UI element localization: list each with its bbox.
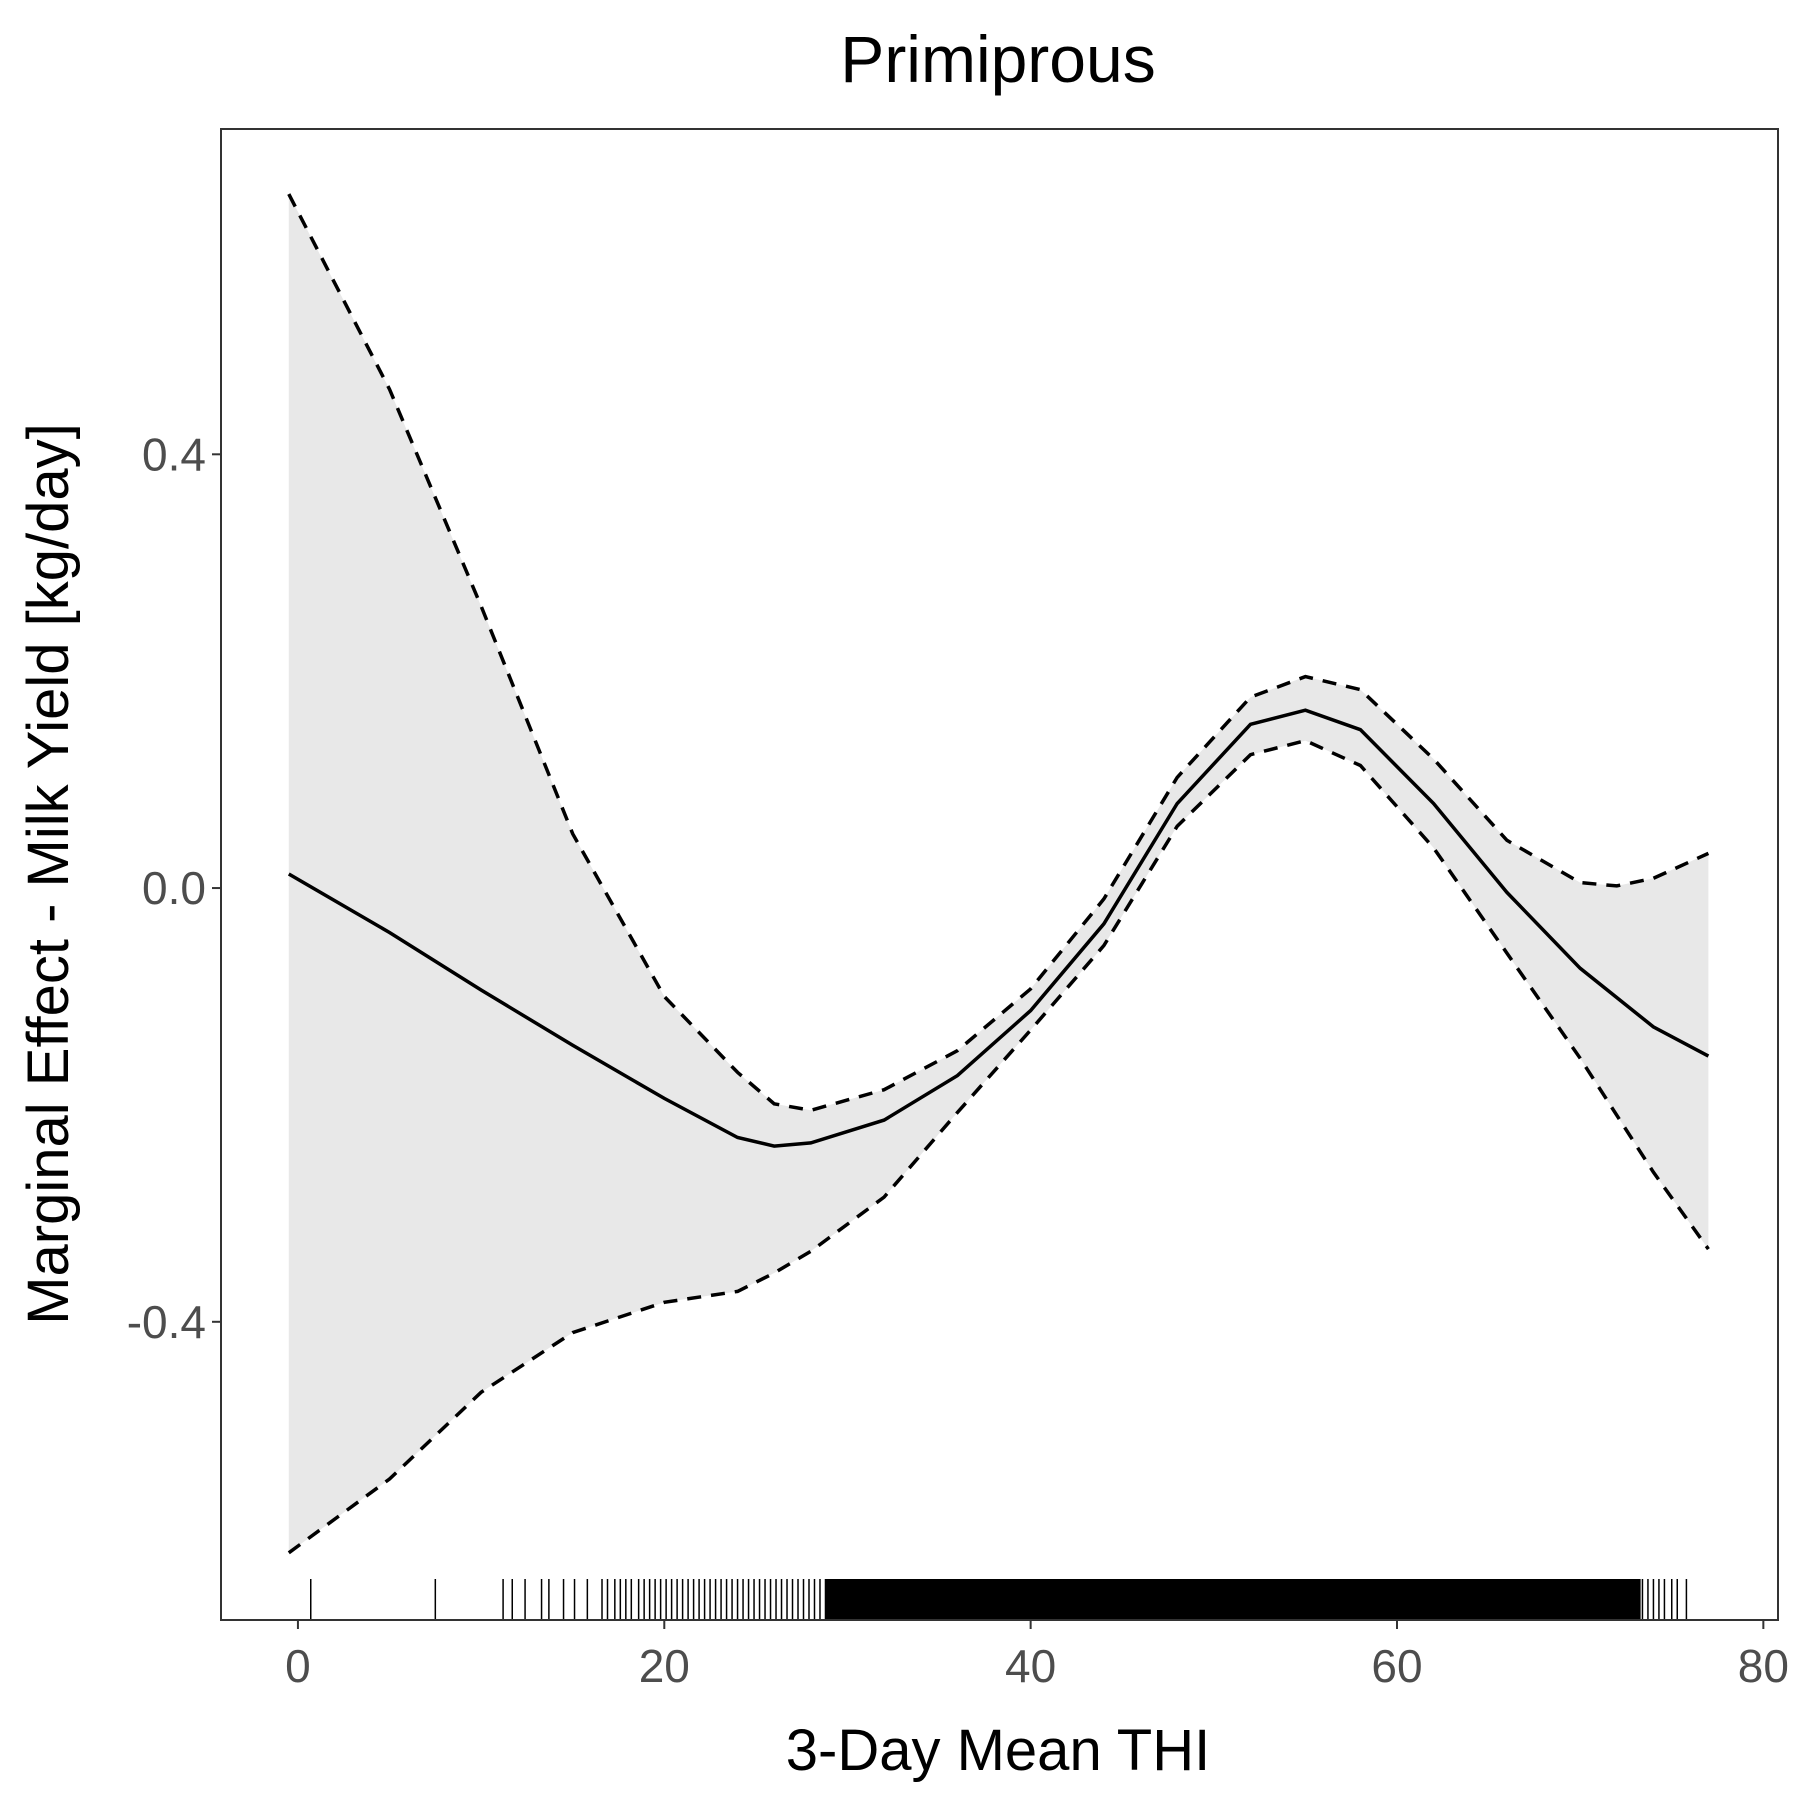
y-tick-label: -0.4 (127, 1296, 206, 1348)
upper-bound-line (287, 193, 1710, 1113)
rug-dense-block (825, 1579, 1641, 1620)
y-tick-label: 0.0 (142, 862, 206, 914)
y-tick-label: 0.4 (142, 428, 206, 480)
x-axis-title: 3-Day Mean THI (786, 1718, 1210, 1783)
x-tick-label: 20 (639, 1640, 690, 1692)
x-tick-label: 80 (1738, 1640, 1789, 1692)
x-tick-label: 60 (1371, 1640, 1422, 1692)
confidence-band (288, 194, 1709, 1553)
lower-bound-line (287, 738, 1710, 1555)
estimate-line (287, 708, 1710, 1148)
x-tick-label: 40 (1005, 1640, 1056, 1692)
x-tick-label: 0 (285, 1640, 311, 1692)
plot-frame (220, 128, 1779, 1621)
chart-title: Primiprous (840, 22, 1155, 96)
rug (310, 1579, 1688, 1620)
y-axis-title: Marginal Effect - Milk Yield [kg/day] (16, 423, 81, 1325)
plot-area (287, 193, 1710, 1620)
x-axis: 0 20 40 60 80 (285, 1620, 1789, 1692)
y-axis: -0.4 0.0 0.4 (127, 428, 221, 1348)
